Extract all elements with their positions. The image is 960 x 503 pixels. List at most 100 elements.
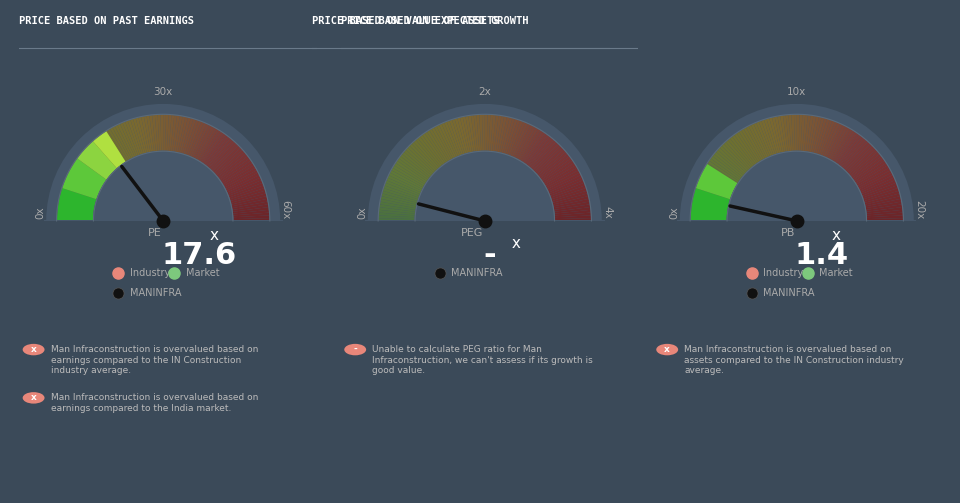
Wedge shape bbox=[60, 194, 95, 205]
Bar bbox=[43, 221, 283, 315]
Wedge shape bbox=[219, 156, 249, 180]
Wedge shape bbox=[206, 137, 230, 166]
Wedge shape bbox=[416, 138, 441, 167]
Wedge shape bbox=[186, 121, 202, 155]
Wedge shape bbox=[809, 117, 819, 152]
Text: x: x bbox=[31, 345, 36, 354]
Wedge shape bbox=[150, 115, 156, 151]
Wedge shape bbox=[434, 126, 453, 159]
Wedge shape bbox=[867, 210, 902, 215]
Wedge shape bbox=[138, 117, 149, 152]
Wedge shape bbox=[696, 186, 731, 199]
Wedge shape bbox=[751, 124, 768, 157]
Wedge shape bbox=[690, 215, 727, 219]
Wedge shape bbox=[81, 152, 109, 177]
Text: PRICE BASED ON EXPECTED GROWTH: PRICE BASED ON EXPECTED GROWTH bbox=[341, 16, 528, 26]
Wedge shape bbox=[856, 165, 889, 186]
Wedge shape bbox=[807, 116, 816, 152]
Wedge shape bbox=[460, 117, 470, 152]
Text: x: x bbox=[831, 228, 840, 243]
Wedge shape bbox=[820, 121, 835, 155]
Bar bbox=[43, 221, 283, 315]
Wedge shape bbox=[88, 144, 115, 172]
Wedge shape bbox=[471, 115, 477, 151]
Wedge shape bbox=[514, 124, 531, 157]
Wedge shape bbox=[867, 218, 903, 221]
Text: earnings compared to the IN Construction: earnings compared to the IN Construction bbox=[51, 356, 241, 365]
Wedge shape bbox=[692, 202, 728, 210]
Wedge shape bbox=[106, 130, 127, 162]
Wedge shape bbox=[94, 138, 119, 167]
Text: Man Infraconstruction is overvalued based on: Man Infraconstruction is overvalued base… bbox=[51, 393, 258, 402]
Text: assets compared to the IN Construction industry: assets compared to the IN Construction i… bbox=[684, 356, 904, 365]
Wedge shape bbox=[233, 213, 269, 217]
Wedge shape bbox=[83, 150, 111, 176]
Wedge shape bbox=[220, 158, 251, 181]
Wedge shape bbox=[712, 154, 742, 178]
Wedge shape bbox=[61, 188, 96, 201]
Wedge shape bbox=[217, 152, 246, 177]
Text: Market: Market bbox=[185, 268, 219, 278]
Wedge shape bbox=[384, 186, 419, 199]
Wedge shape bbox=[397, 158, 428, 181]
Wedge shape bbox=[57, 188, 96, 221]
Wedge shape bbox=[66, 175, 100, 192]
Wedge shape bbox=[192, 124, 209, 157]
Wedge shape bbox=[200, 130, 221, 162]
Wedge shape bbox=[473, 115, 479, 151]
Wedge shape bbox=[554, 202, 589, 210]
Wedge shape bbox=[204, 135, 228, 165]
Text: -: - bbox=[483, 241, 495, 270]
Wedge shape bbox=[185, 120, 199, 155]
Wedge shape bbox=[555, 210, 590, 215]
Wedge shape bbox=[400, 154, 430, 178]
Wedge shape bbox=[466, 116, 474, 152]
Wedge shape bbox=[157, 115, 161, 151]
Wedge shape bbox=[90, 142, 116, 170]
Wedge shape bbox=[780, 116, 787, 151]
Wedge shape bbox=[115, 125, 133, 158]
Wedge shape bbox=[695, 188, 730, 201]
Wedge shape bbox=[60, 196, 95, 206]
Wedge shape bbox=[489, 115, 493, 151]
Wedge shape bbox=[228, 178, 261, 194]
Wedge shape bbox=[215, 150, 244, 176]
Wedge shape bbox=[861, 178, 895, 194]
Wedge shape bbox=[59, 202, 94, 210]
Wedge shape bbox=[117, 124, 134, 157]
Wedge shape bbox=[508, 121, 523, 155]
Wedge shape bbox=[60, 191, 96, 203]
Wedge shape bbox=[381, 194, 417, 205]
Wedge shape bbox=[827, 125, 845, 158]
Wedge shape bbox=[833, 130, 854, 162]
Wedge shape bbox=[231, 196, 267, 206]
Wedge shape bbox=[526, 135, 549, 165]
Wedge shape bbox=[147, 116, 154, 151]
Wedge shape bbox=[79, 154, 108, 178]
Wedge shape bbox=[864, 191, 900, 203]
Wedge shape bbox=[174, 116, 182, 152]
Circle shape bbox=[657, 344, 678, 355]
Wedge shape bbox=[555, 215, 591, 219]
Text: earnings compared to the India market.: earnings compared to the India market. bbox=[51, 404, 231, 413]
Wedge shape bbox=[195, 126, 214, 159]
Wedge shape bbox=[92, 140, 118, 169]
Wedge shape bbox=[386, 180, 420, 196]
Wedge shape bbox=[691, 210, 727, 215]
Wedge shape bbox=[408, 146, 435, 173]
Wedge shape bbox=[120, 123, 136, 157]
Wedge shape bbox=[494, 116, 501, 151]
Wedge shape bbox=[853, 158, 884, 181]
Wedge shape bbox=[227, 175, 260, 192]
Text: MANINFRA: MANINFRA bbox=[763, 288, 815, 298]
Wedge shape bbox=[226, 173, 259, 191]
Wedge shape bbox=[709, 158, 740, 181]
Wedge shape bbox=[379, 204, 416, 212]
Wedge shape bbox=[797, 115, 800, 151]
Wedge shape bbox=[65, 178, 99, 194]
Wedge shape bbox=[379, 210, 415, 215]
Wedge shape bbox=[830, 128, 850, 160]
Wedge shape bbox=[437, 125, 455, 158]
Wedge shape bbox=[734, 133, 757, 164]
Wedge shape bbox=[749, 125, 767, 158]
